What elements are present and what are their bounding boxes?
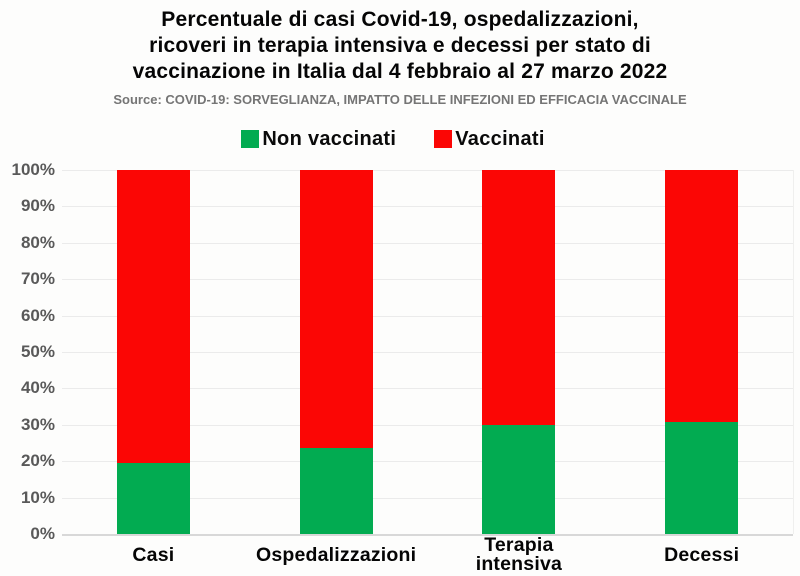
y-tick-label: 80% bbox=[20, 232, 55, 252]
x-axis: Casi Ospedalizzazioni Terapia intensiva Dec… bbox=[62, 534, 793, 575]
gridline bbox=[62, 388, 793, 390]
stacked-bar bbox=[116, 170, 190, 534]
plot-area bbox=[62, 170, 794, 536]
y-tick-label: 20% bbox=[20, 451, 55, 471]
bar-group bbox=[245, 170, 428, 534]
bar-segment-non-vaccinati bbox=[116, 463, 190, 534]
source-text: Source: COVID-19: SORVEGLIANZA, IMPATTO … bbox=[113, 92, 687, 107]
bar-segment-vaccinati bbox=[482, 170, 556, 426]
vaccinati-swatch bbox=[434, 130, 453, 148]
stacked-bar bbox=[299, 170, 373, 534]
y-axis: 100% 90% 80% 70% 60% 50% 40% 30% 20% 10% 0% bbox=[0, 160, 55, 543]
gridline bbox=[62, 279, 793, 281]
bar-segment-vaccinati bbox=[665, 170, 739, 423]
gridline bbox=[62, 497, 793, 499]
x-axis-label: Ospedalizzazioni bbox=[255, 543, 417, 566]
non-vaccinati-swatch bbox=[241, 130, 260, 148]
stacked-bar bbox=[482, 170, 556, 534]
y-tick-label: 50% bbox=[20, 342, 55, 361]
bar-group bbox=[428, 170, 611, 534]
legend-label-non-vaccinati: Non vaccinati bbox=[262, 127, 397, 150]
x-axis-label: Terapia intensiva bbox=[475, 534, 563, 575]
gridline bbox=[62, 206, 793, 208]
gridline bbox=[62, 424, 793, 426]
gridline bbox=[62, 315, 793, 317]
bar-segment-non-vaccinati bbox=[665, 422, 739, 534]
bar-group bbox=[62, 170, 245, 534]
x-axis-label: Decessi bbox=[664, 543, 740, 566]
bar-segment-non-vaccinati bbox=[299, 448, 373, 534]
y-tick-label: 0% bbox=[30, 524, 55, 543]
gridline bbox=[62, 170, 793, 171]
gridline bbox=[62, 352, 793, 353]
chart-title: Percentuale di casi Covid-19, ospedalizz… bbox=[132, 8, 668, 83]
bar-segment-vaccinati bbox=[116, 170, 190, 464]
y-tick-label: 10% bbox=[20, 487, 55, 507]
stacked-bar bbox=[665, 170, 739, 534]
bar-group bbox=[610, 170, 793, 534]
y-tick-label: 100% bbox=[11, 160, 55, 179]
y-tick-label: 60% bbox=[20, 305, 55, 325]
bar-segment-vaccinati bbox=[299, 170, 373, 449]
legend-label-vaccinati: Vaccinati bbox=[455, 127, 545, 150]
y-tick-label: 30% bbox=[20, 414, 55, 434]
bars-row bbox=[62, 170, 793, 534]
y-tick-label: 90% bbox=[20, 196, 55, 216]
x-axis-label: Casi bbox=[132, 543, 175, 566]
y-tick-label: 70% bbox=[20, 269, 55, 289]
legend-item-non-vaccinati: Non vaccinati bbox=[241, 128, 396, 151]
y-tick-label: 40% bbox=[20, 378, 55, 398]
gridline bbox=[62, 242, 793, 244]
bar-segment-non-vaccinati bbox=[482, 425, 556, 534]
gridline bbox=[62, 461, 793, 463]
x-axis-line bbox=[62, 534, 793, 536]
legend: Non vaccinati Vaccinati bbox=[0, 126, 786, 152]
legend-item-vaccinati: Vaccinati bbox=[434, 128, 544, 151]
